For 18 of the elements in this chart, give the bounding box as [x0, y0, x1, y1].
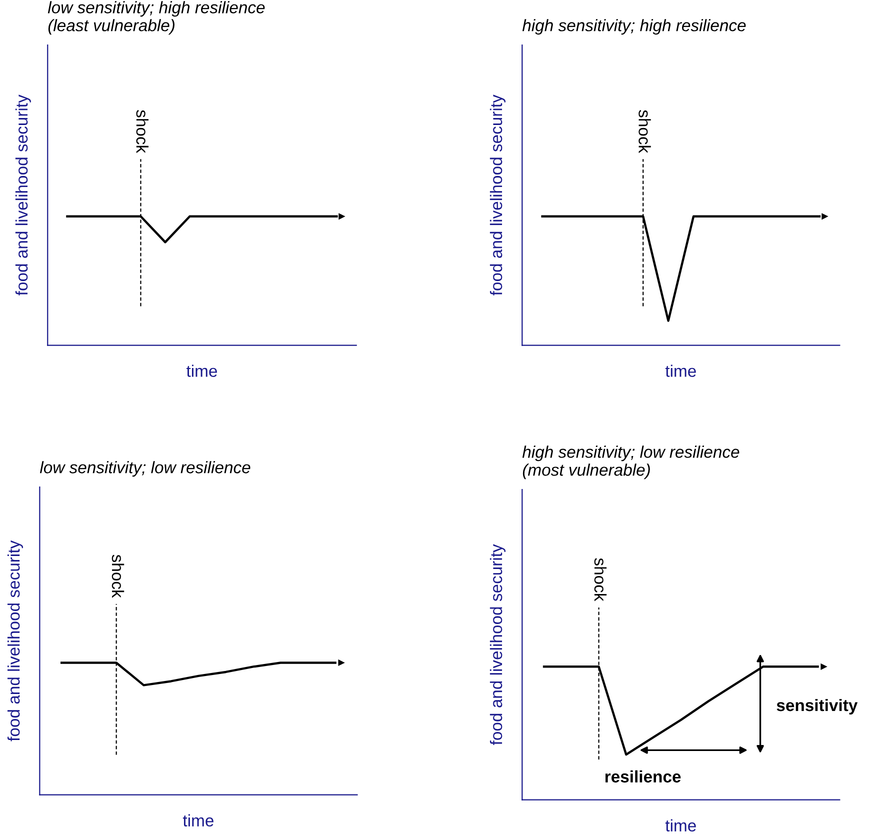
x-axis-title: time	[665, 364, 696, 377]
chart-title: low sensitivity; high resilience (least vulnerable)	[48, 1, 265, 35]
y-axis-title: food and livelihood security	[490, 94, 506, 296]
y-axis-title: food and livelihood security	[15, 94, 31, 296]
text: shock	[136, 110, 148, 154]
y-axis-title: food and livelihood security	[7, 540, 24, 742]
text: shock	[638, 110, 651, 154]
chart-title: high sensitivity; high resilience	[522, 19, 746, 35]
text: shock	[594, 558, 607, 602]
chart-title: low sensitivity; low resilience	[40, 461, 250, 477]
x-axis-title: time	[182, 814, 214, 826]
annotation: sensitivity	[776, 698, 858, 714]
x-axis-title: time	[186, 364, 217, 377]
chart-title: high sensitivity; low resilience (most vulnerable)	[522, 446, 740, 480]
y-axis-title: food and livelihood security	[490, 544, 506, 745]
x-axis-title: time	[665, 819, 696, 832]
annotation: resilience	[605, 770, 681, 783]
text: shock	[112, 554, 124, 598]
